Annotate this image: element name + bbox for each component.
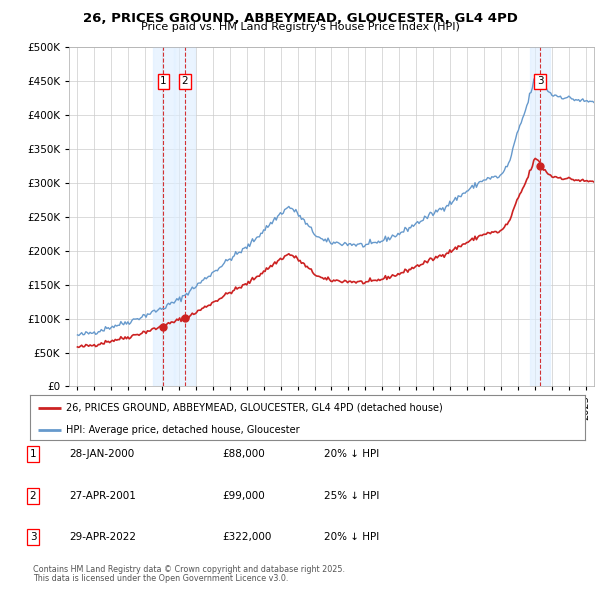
Text: £88,000: £88,000 (222, 450, 265, 459)
Text: 27-APR-2001: 27-APR-2001 (69, 491, 136, 500)
Text: £99,000: £99,000 (222, 491, 265, 500)
Text: 20% ↓ HPI: 20% ↓ HPI (324, 532, 379, 542)
Text: HPI: Average price, detached house, Gloucester: HPI: Average price, detached house, Glou… (66, 425, 300, 435)
Text: 28-JAN-2000: 28-JAN-2000 (69, 450, 134, 459)
Text: Contains HM Land Registry data © Crown copyright and database right 2025.: Contains HM Land Registry data © Crown c… (33, 565, 345, 574)
Text: Price paid vs. HM Land Registry's House Price Index (HPI): Price paid vs. HM Land Registry's House … (140, 22, 460, 32)
Text: 25% ↓ HPI: 25% ↓ HPI (324, 491, 379, 500)
Text: 26, PRICES GROUND, ABBEYMEAD, GLOUCESTER, GL4 4PD (detached house): 26, PRICES GROUND, ABBEYMEAD, GLOUCESTER… (66, 403, 443, 412)
Text: 1: 1 (160, 76, 167, 86)
Bar (175, 47, 195, 386)
Text: 3: 3 (29, 532, 37, 542)
Text: 20% ↓ HPI: 20% ↓ HPI (324, 450, 379, 459)
Text: 3: 3 (537, 76, 544, 86)
Text: 29-APR-2022: 29-APR-2022 (69, 532, 136, 542)
Text: 26, PRICES GROUND, ABBEYMEAD, GLOUCESTER, GL4 4PD: 26, PRICES GROUND, ABBEYMEAD, GLOUCESTER… (83, 12, 517, 25)
Text: 2: 2 (29, 491, 37, 500)
Text: This data is licensed under the Open Government Licence v3.0.: This data is licensed under the Open Gov… (33, 574, 289, 583)
Text: £322,000: £322,000 (222, 532, 271, 542)
Text: 1: 1 (29, 450, 37, 459)
Bar (154, 47, 173, 386)
Bar (530, 47, 550, 386)
Text: 2: 2 (181, 76, 188, 86)
